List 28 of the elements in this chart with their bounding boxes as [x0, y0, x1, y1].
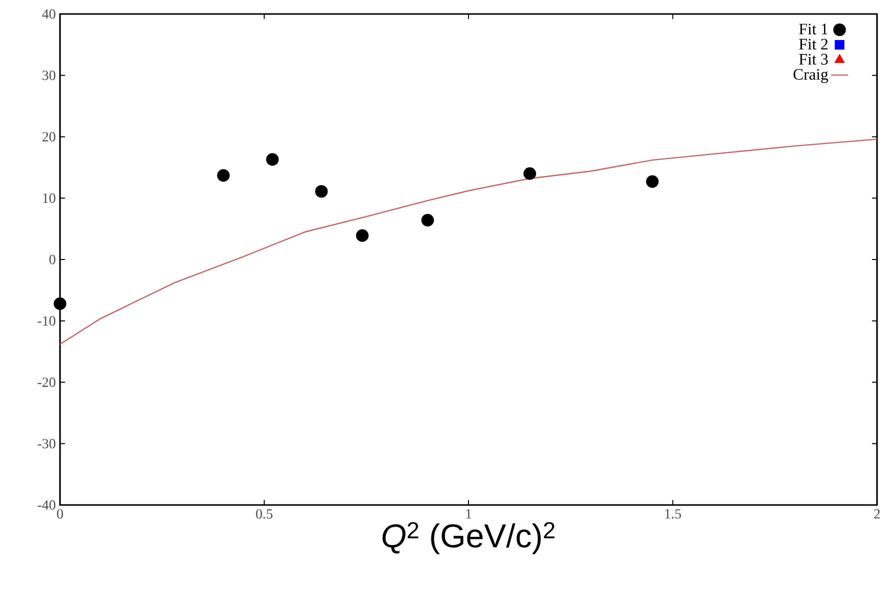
legend-label: Fit 2	[799, 38, 828, 50]
point	[217, 169, 230, 182]
point	[315, 185, 328, 198]
point	[421, 214, 434, 227]
x-tick-label: 1	[466, 509, 472, 518]
x-axis-title: Q$^{2}$ (GeV/c)$^{2}$	[382, 522, 554, 554]
point	[54, 297, 66, 310]
y-tick-label: -10	[38, 316, 56, 326]
x-tick-label: 0.5	[256, 509, 272, 519]
x-tick-label: 2	[874, 509, 880, 518]
x-tick-label: 1.5	[665, 509, 681, 519]
y-tick-label: -30	[38, 438, 56, 448]
point	[266, 153, 279, 166]
point	[356, 229, 369, 242]
y-tick-label: 10	[43, 193, 56, 203]
y-tick-label: 20	[42, 132, 56, 142]
y-tick-label: 30	[42, 70, 56, 80]
y-tick-label: -40	[38, 500, 56, 510]
legend-label: Craig	[794, 69, 828, 84]
point	[646, 175, 659, 188]
legend-label: Fit 3	[799, 54, 828, 65]
point	[523, 167, 536, 180]
y-tick-label: 0	[49, 254, 56, 264]
legend-label: Fit 1	[799, 24, 828, 34]
line-series	[59, 138, 878, 345]
y-tick-label: -20	[38, 378, 56, 387]
y-tick-label: 40	[42, 9, 56, 19]
x-tick-label: 0	[57, 509, 63, 519]
